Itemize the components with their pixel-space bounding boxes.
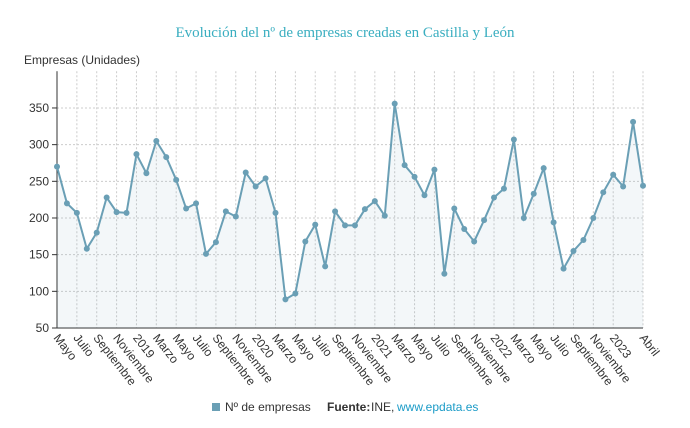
point: [63, 200, 70, 207]
point: [232, 213, 239, 220]
point: [510, 136, 517, 143]
point: [262, 175, 269, 182]
legend-swatch: [212, 403, 220, 411]
point: [322, 263, 329, 270]
point: [113, 209, 120, 216]
point: [481, 217, 488, 224]
point: [83, 245, 90, 252]
point: [153, 137, 160, 144]
y-tick-label: 150: [29, 248, 49, 262]
point: [600, 189, 607, 196]
point: [173, 176, 180, 183]
source: INE,: [371, 400, 394, 414]
point: [193, 200, 200, 207]
point: [630, 118, 637, 125]
point: [302, 238, 309, 245]
point: [491, 194, 498, 201]
point: [143, 170, 150, 177]
point: [252, 183, 259, 190]
point: [272, 209, 279, 216]
chart-title: Evolución del nº de empresas creadas en …: [175, 25, 515, 41]
point: [212, 239, 219, 246]
legend-label: Nº de empresas: [225, 400, 311, 414]
point: [560, 265, 567, 272]
y-tick-label: 250: [29, 174, 49, 188]
point: [520, 214, 527, 221]
point: [381, 212, 388, 219]
point: [312, 221, 319, 228]
point: [540, 165, 547, 172]
y-tick-label: 100: [29, 284, 49, 298]
point: [73, 209, 80, 216]
point: [580, 236, 587, 243]
point: [371, 198, 378, 205]
point: [500, 185, 507, 192]
point: [640, 182, 646, 189]
point: [282, 296, 289, 303]
point: [202, 250, 209, 257]
point: [550, 219, 557, 226]
x-tick-label: Abril: [637, 331, 663, 359]
point: [431, 166, 438, 173]
point: [590, 214, 597, 221]
point: [441, 270, 448, 277]
point: [342, 222, 349, 229]
point: [361, 206, 368, 213]
source-link[interactable]: www.epdata.es: [396, 400, 478, 414]
point: [451, 205, 458, 212]
point: [610, 171, 617, 178]
point: [163, 154, 170, 161]
point: [421, 192, 428, 199]
point: [461, 225, 468, 232]
point: [93, 229, 100, 236]
point: [222, 208, 229, 215]
point: [401, 162, 408, 169]
point: [332, 208, 339, 215]
area: [57, 103, 643, 328]
point: [183, 205, 190, 212]
point: [391, 100, 398, 107]
point: [242, 169, 249, 176]
y-tick-label: 200: [29, 211, 49, 225]
y-axis-title: Empresas (Unidades): [24, 53, 140, 67]
point: [570, 247, 577, 254]
point: [411, 173, 418, 180]
line: [56, 103, 644, 302]
point: [133, 151, 140, 158]
y-tick-label: 50: [36, 321, 50, 335]
point: [351, 222, 358, 229]
y-tick-label: 300: [29, 138, 49, 152]
point: [54, 163, 60, 170]
point: [620, 183, 627, 190]
point: [292, 290, 299, 297]
point: [103, 194, 110, 201]
point: [471, 238, 478, 245]
legend: Nº de empresas Fuente: INE, www.epdata.e…: [212, 400, 478, 414]
y-tick-label: 350: [29, 101, 49, 115]
source-label: Fuente:: [327, 400, 370, 414]
point: [530, 190, 537, 197]
point: [123, 209, 130, 216]
